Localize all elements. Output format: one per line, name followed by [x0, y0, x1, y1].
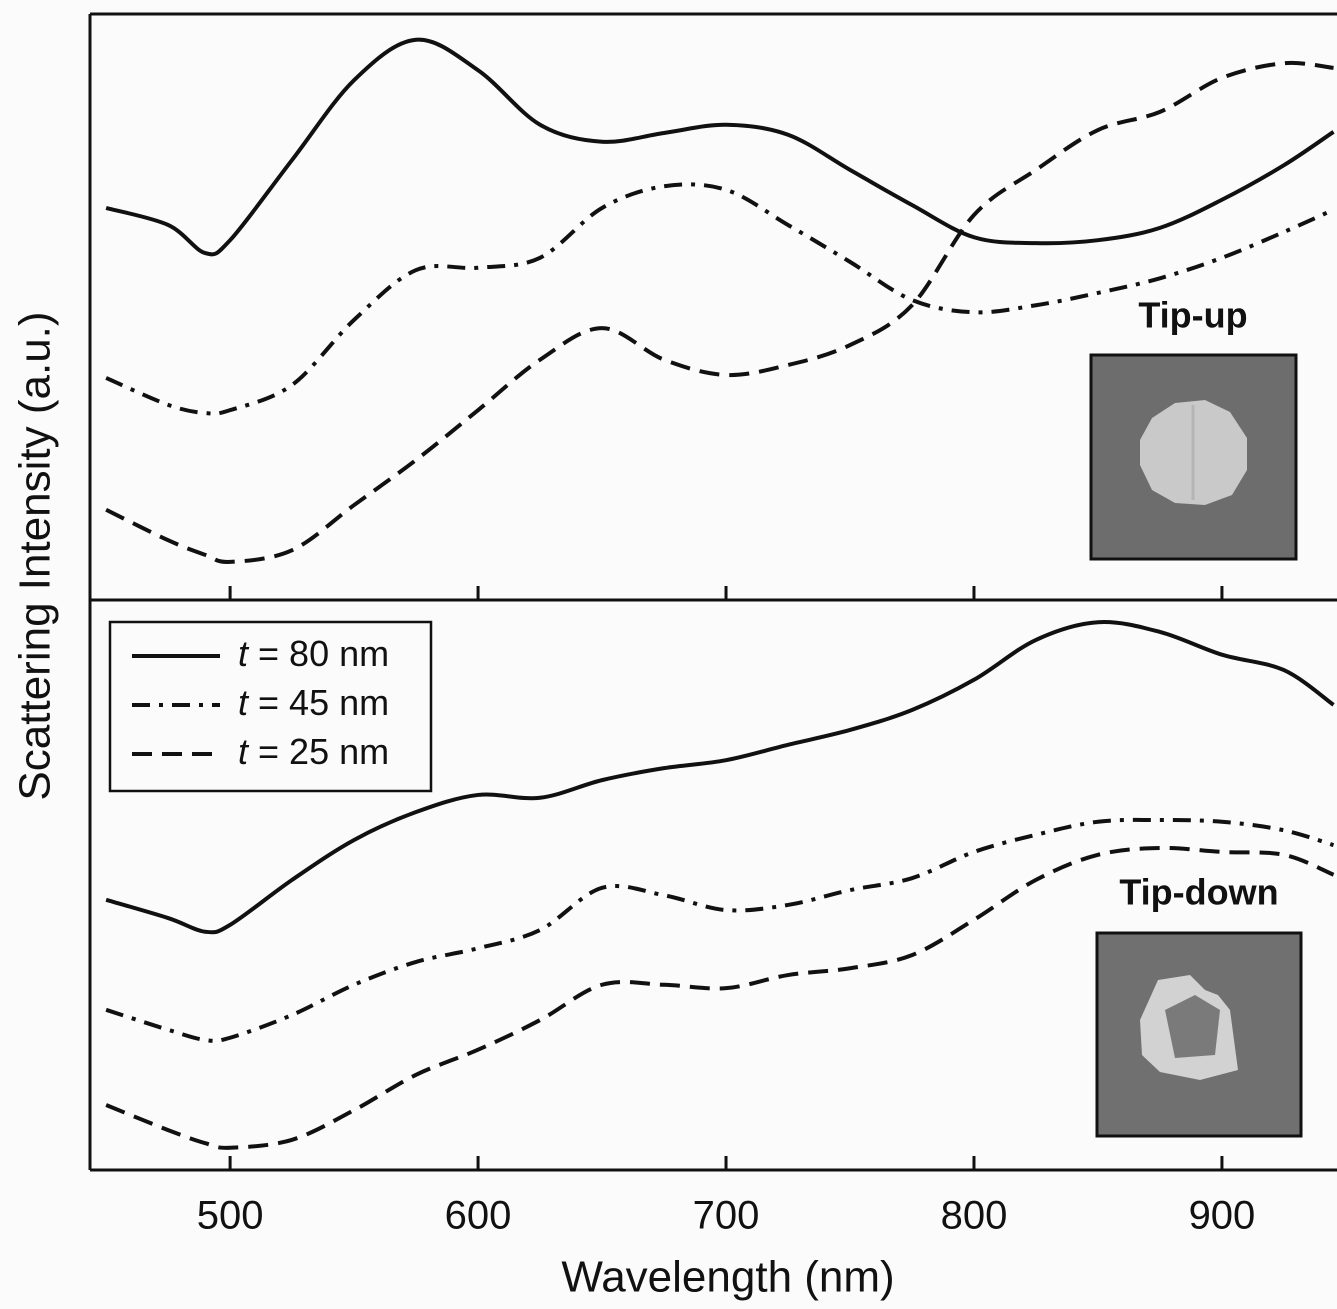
x-tick-label: 700: [693, 1194, 760, 1238]
annotation: Tip-up: [1138, 295, 1247, 336]
data-line: [105, 620, 1335, 935]
legend-label: t = 25 nm: [238, 731, 389, 772]
x-axis-label: Wavelength (nm): [561, 1253, 894, 1302]
data-line: [105, 37, 1335, 257]
data-line: [105, 60, 1334, 564]
annotation: Tip-down: [1119, 872, 1278, 913]
inset-tip-down: [1095, 931, 1303, 1138]
x-tick-label: 600: [445, 1194, 512, 1238]
inset-tip-up: [1089, 353, 1298, 561]
legend-label: t = 80 nm: [238, 633, 389, 674]
data-line: [105, 182, 1335, 416]
legend-box: [108, 620, 433, 793]
x-tick-label: 500: [197, 1194, 264, 1238]
data-line: [105, 817, 1335, 1044]
x-tick-label: 800: [941, 1194, 1008, 1238]
x-tick-label: 900: [1189, 1194, 1256, 1238]
legend-label: t = 45 nm: [238, 682, 389, 723]
y-axis-label: Scattering Intensity (a.u.): [11, 311, 60, 800]
data-line: [105, 845, 1335, 1150]
